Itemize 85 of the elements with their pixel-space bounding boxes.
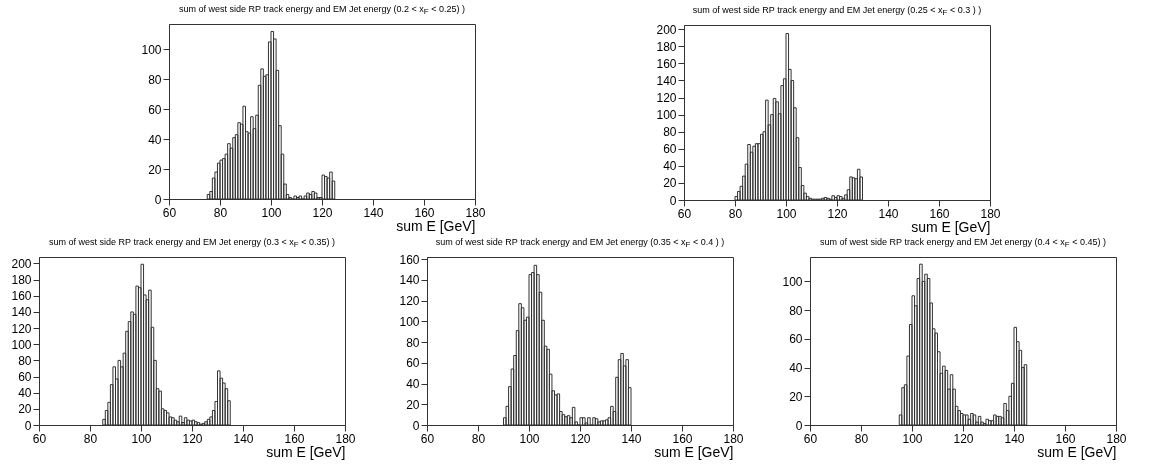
y-tick-label: 100 [11,337,32,352]
x-tick-label: 60 [420,431,435,446]
chart-title: sum of west side RP track energy and EM Jet energy (0.2 < x$_{F}$ < 0.25) ) [178,4,466,16]
chart-title: sum of west side RP track energy and EM Jet energy (0.4 < x$_{F}$ < 0.45) ) [819,237,1107,249]
x-tick-label: 60 [162,205,177,220]
chart-title: sum of west side RP track energy and EM Jet energy (0.3 < x$_{F}$ < 0.35) ) [48,237,336,249]
y-tick-label: 20 [406,397,420,412]
y-tick-label: 0 [412,418,420,433]
x-tick-label: 60 [677,206,692,221]
y-tick-label: 20 [789,389,803,404]
x-tick-label: 60 [803,431,818,446]
chart-title: sum of west side RP track energy and EM Jet energy (0.25 < x$_{F}$ < 0.3 ) ) [691,5,983,17]
x-tick-label: 160 [1055,431,1076,446]
y-tick-label: 40 [406,377,420,392]
x-tick-label: 80 [728,206,743,221]
y-tick-label: 0 [154,192,162,207]
y-tick-label: 140 [656,73,677,88]
y-tick-label: 120 [11,321,32,336]
x-tick-label: 100 [519,431,540,446]
x-tick-label: 180 [980,206,1001,221]
y-tick-label: 80 [789,303,803,318]
y-tick-label: 60 [789,332,803,347]
x-tick-label: 100 [261,205,282,220]
y-tick-label: 40 [18,386,32,401]
y-tick-label: 80 [406,335,420,350]
y-tick-label: 100 [782,274,803,289]
x-tick-label: 120 [312,205,333,220]
y-tick-label: 100 [141,42,162,57]
y-tick-label: 20 [18,402,32,417]
y-tick-label: 60 [663,142,677,157]
y-tick-label: 80 [18,353,32,368]
x-tick-label: 120 [827,206,848,221]
x-axis-title: sum E [GeV] [266,443,346,460]
x-tick-label: 180 [723,431,744,446]
x-axis-title: sum E [GeV] [396,217,476,234]
x-tick-label: 180 [465,205,486,220]
y-tick-label: 160 [399,252,420,267]
y-tick-label: 140 [11,305,32,320]
x-tick-label: 100 [902,431,923,446]
x-tick-label: 120 [570,431,591,446]
x-tick-label: 160 [929,206,950,221]
y-tick-label: 160 [11,289,32,304]
y-tick-label: 60 [148,102,162,117]
y-tick-label: 40 [789,361,803,376]
y-tick-label: 160 [656,56,677,71]
y-tick-label: 40 [148,132,162,147]
x-tick-label: 160 [284,431,305,446]
x-tick-label: 140 [233,431,254,446]
y-tick-label: 120 [399,294,420,309]
y-tick-label: 60 [18,370,32,385]
y-tick-label: 100 [399,314,420,329]
y-tick-label: 80 [663,125,677,140]
x-tick-label: 140 [363,205,384,220]
y-tick-label: 200 [656,22,677,37]
x-tick-label: 100 [131,431,152,446]
y-tick-label: 60 [406,356,420,371]
x-tick-label: 60 [32,431,47,446]
y-tick-label: 40 [663,159,677,174]
y-tick-label: 100 [656,108,677,123]
x-tick-label: 140 [1004,431,1025,446]
y-tick-label: 0 [795,418,803,433]
x-tick-label: 80 [213,205,228,220]
x-tick-label: 180 [1106,431,1127,446]
x-tick-label: 180 [335,431,356,446]
y-tick-label: 140 [399,273,420,288]
y-tick-label: 180 [11,273,32,288]
x-axis-title: sum E [GeV] [1037,443,1117,460]
x-axis-title: sum E [GeV] [654,443,734,460]
x-tick-label: 80 [471,431,486,446]
x-axis-title: sum E [GeV] [911,218,991,235]
x-tick-label: 80 [854,431,869,446]
y-tick-label: 0 [669,193,677,208]
y-tick-label: 20 [148,162,162,177]
x-tick-label: 120 [953,431,974,446]
y-tick-label: 120 [656,91,677,106]
y-tick-label: 200 [11,256,32,271]
y-tick-label: 80 [148,72,162,87]
x-tick-label: 80 [83,431,98,446]
y-tick-label: 20 [663,176,677,191]
chart-title: sum of west side RP track energy and EM Jet energy (0.35 < x$_{F}$ < 0.4 ) ) [434,237,726,249]
y-tick-label: 0 [24,418,32,433]
x-tick-label: 140 [621,431,642,446]
x-tick-label: 120 [182,431,203,446]
x-tick-label: 140 [878,206,899,221]
y-tick-label: 180 [656,39,677,54]
